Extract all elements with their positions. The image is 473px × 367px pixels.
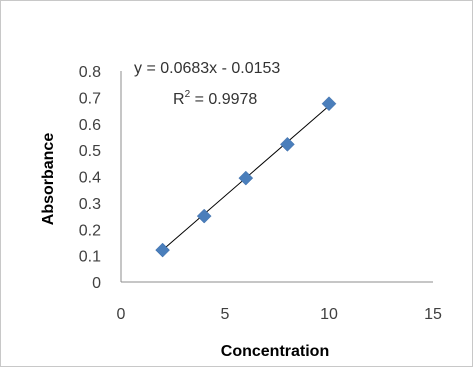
x-tick-label: 5 xyxy=(221,306,230,323)
y-tick-label: 0 xyxy=(92,275,101,292)
x-tick-label: 0 xyxy=(117,306,126,323)
data-point xyxy=(155,242,170,258)
y-tick-label: 0.7 xyxy=(79,90,101,107)
y-tick-label: 0.6 xyxy=(79,117,101,134)
r-squared-label: R2 = 0.9978 xyxy=(173,89,257,108)
x-axis: 0 5 10 15 xyxy=(117,281,442,323)
x-tick-label: 10 xyxy=(320,306,338,323)
x-axis-title: Concentration xyxy=(221,343,329,360)
trendline-equation: y = 0.0683x - 0.0153 xyxy=(134,60,280,77)
data-point xyxy=(321,96,337,112)
r-squared-symbol: R xyxy=(173,91,185,108)
y-axis-title: Absorbance xyxy=(40,133,57,226)
data-point xyxy=(280,136,295,152)
y-tick-label: 0.2 xyxy=(79,222,101,239)
r-squared-value: = 0.9978 xyxy=(190,91,257,108)
y-tick-label: 0.8 xyxy=(79,64,101,81)
r-squared-exponent: 2 xyxy=(185,89,191,100)
data-point xyxy=(238,170,254,186)
y-tick-label: 0.5 xyxy=(79,143,101,160)
data-point xyxy=(196,208,212,224)
data-points xyxy=(155,96,337,258)
y-axis: 0 0.1 0.2 0.3 0.4 0.5 0.6 0.7 0.8 xyxy=(79,64,122,292)
y-tick-label: 0.1 xyxy=(79,249,101,266)
y-tick-label: 0.3 xyxy=(79,196,101,213)
x-tick-label: 15 xyxy=(424,306,442,323)
y-tick-label: 0.4 xyxy=(79,170,101,187)
